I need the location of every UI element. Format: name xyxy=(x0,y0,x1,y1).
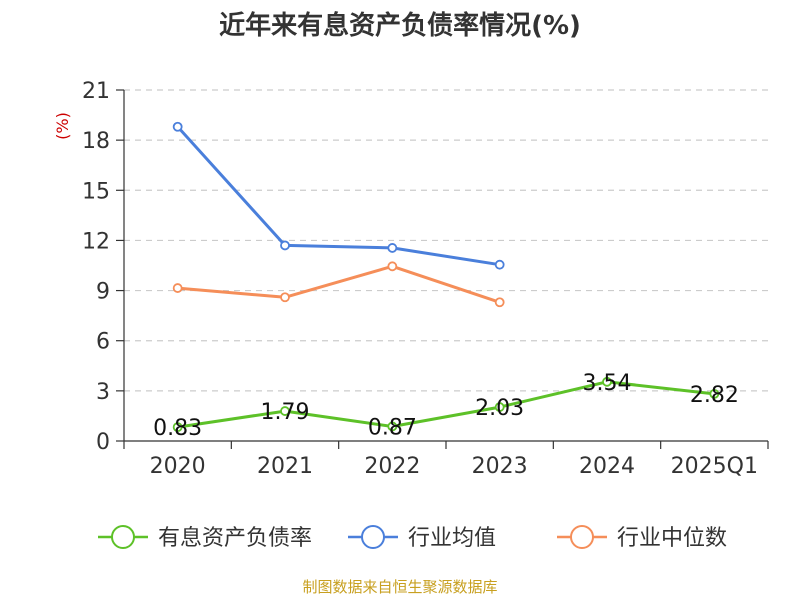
data-point xyxy=(172,422,183,433)
y-tick-label: 9 xyxy=(96,280,110,305)
data-label: 2.82 xyxy=(690,383,739,408)
x-tick-label: 2022 xyxy=(364,454,420,479)
data-label: 0.87 xyxy=(368,415,417,440)
data-point xyxy=(172,121,183,132)
data-point xyxy=(280,406,290,416)
legend-label: 行业中位数 xyxy=(617,526,727,551)
data-point xyxy=(172,283,183,293)
data-point xyxy=(494,297,505,308)
x-tick-label: 2021 xyxy=(257,454,313,479)
series-line xyxy=(177,380,715,429)
data-point xyxy=(280,240,290,251)
axes: 0 3 6 9 12 15 18 21 2020 2021 2022 2023 2024 2025Q1 xyxy=(82,79,769,479)
y-tick-label: 6 xyxy=(96,330,110,355)
x-tick-label: 2023 xyxy=(472,454,528,479)
chart-title: 近年来有息资产负债率情况(%) xyxy=(219,10,581,41)
legend: 有息资产负债率 行业均值 行业中位数 xyxy=(98,525,727,551)
x-tick-label: 2020 xyxy=(150,454,206,479)
legend-label: 行业均值 xyxy=(408,526,496,551)
x-tick-label: 2024 xyxy=(579,454,635,479)
grid-lines xyxy=(124,89,768,392)
y-tick-label: 18 xyxy=(82,129,110,154)
legend-marker-circle xyxy=(570,525,594,549)
data-point xyxy=(494,402,505,412)
y-tick-label: 15 xyxy=(82,179,110,204)
y-tick-label: 21 xyxy=(82,79,110,104)
x-tick-label: 2025Q1 xyxy=(671,454,758,479)
data-point xyxy=(494,259,505,270)
legend-marker-circle xyxy=(111,525,135,549)
data-label: 3.54 xyxy=(583,371,632,396)
legend-label: 有息资产负债率 xyxy=(158,526,312,551)
y-tick-label: 12 xyxy=(82,229,110,254)
data-label: 0.83 xyxy=(153,416,202,441)
series-group xyxy=(172,121,720,433)
data-labels: 0.83 1.79 0.87 2.03 3.54 2.82 xyxy=(153,371,739,441)
source-note: 制图数据来自恒生聚源数据库 xyxy=(302,578,497,596)
data-label: 1.79 xyxy=(261,400,310,425)
data-point xyxy=(387,261,398,272)
data-point xyxy=(280,292,290,303)
data-point xyxy=(387,421,398,432)
series-line xyxy=(177,264,501,304)
data-point xyxy=(709,388,720,399)
data-point xyxy=(602,376,612,387)
series-line xyxy=(176,125,500,267)
y-axis-label: (%) xyxy=(53,112,72,140)
legend-marker-circle xyxy=(361,525,385,549)
y-tick-label: 3 xyxy=(96,380,110,405)
data-label: 2.03 xyxy=(475,396,524,421)
data-point xyxy=(387,243,398,253)
y-tick-label: 0 xyxy=(96,430,110,455)
